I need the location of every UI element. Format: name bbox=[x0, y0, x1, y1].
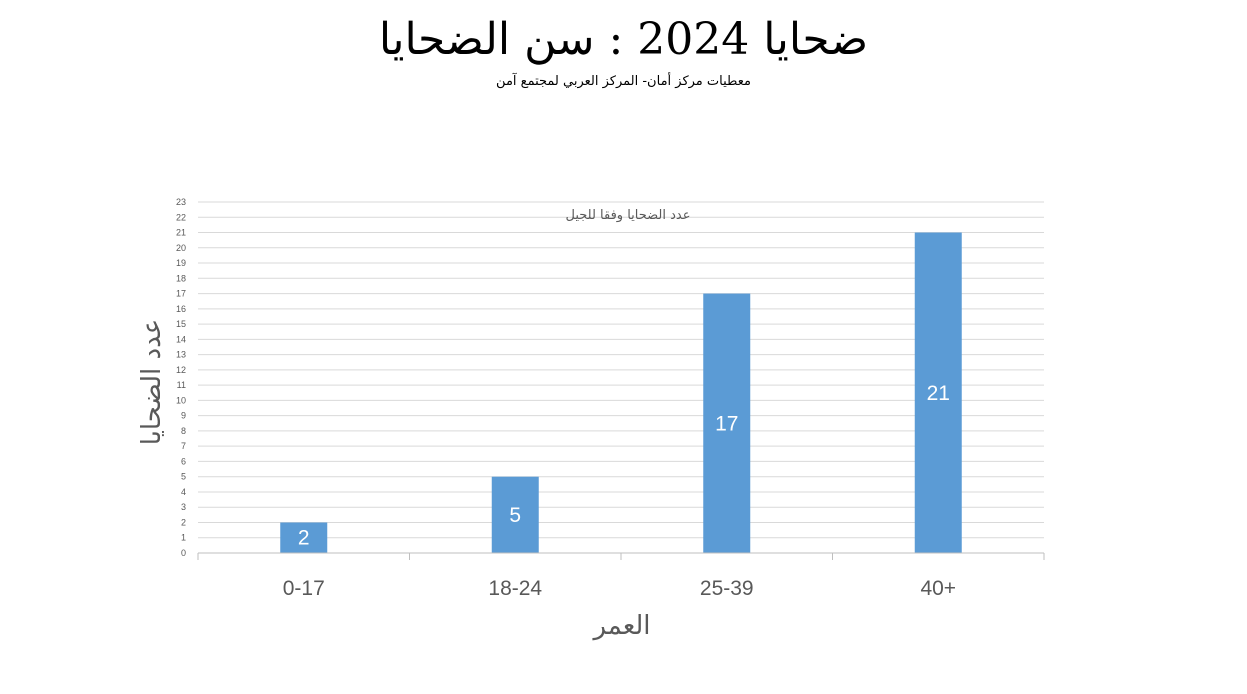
y-tick-label: 10 bbox=[176, 395, 186, 405]
bar-data-label: 5 bbox=[509, 504, 521, 527]
x-axis-ticks: 0-17 18-24 25-39 40+ bbox=[283, 577, 956, 600]
bar bbox=[914, 232, 962, 554]
y-tick-label: 3 bbox=[181, 502, 186, 512]
y-tick-label: 19 bbox=[176, 258, 186, 268]
x-axis-title: العمر bbox=[591, 611, 650, 641]
y-tick-label: 22 bbox=[176, 212, 186, 222]
gridlines bbox=[198, 201, 1044, 539]
bar bbox=[703, 293, 751, 553]
y-tick-label: 9 bbox=[181, 411, 186, 421]
y-tick-label: 8 bbox=[181, 426, 186, 436]
y-tick-label: 15 bbox=[176, 319, 186, 329]
y-tick-label: 7 bbox=[181, 441, 186, 451]
y-tick-label: 16 bbox=[176, 304, 186, 314]
bar bbox=[491, 476, 539, 553]
page-subtitle: معطيات مركز أمان- المركز العربي لمجتمع آ… bbox=[496, 74, 751, 89]
x-tick-label: 25-39 bbox=[700, 577, 754, 600]
y-tick-label: 4 bbox=[181, 487, 186, 497]
y-tick-label: 11 bbox=[177, 380, 186, 390]
chart-title: عدد الضحايا وفقا للجيل bbox=[566, 208, 691, 223]
x-tick-label: 0-17 bbox=[283, 577, 325, 600]
bars: 2 5 17 21 bbox=[280, 232, 962, 554]
bar bbox=[280, 522, 328, 553]
bar-data-label: 17 bbox=[715, 412, 738, 435]
y-axis-title: عدد الضحايا bbox=[137, 319, 167, 446]
bar-data-label: 2 bbox=[298, 527, 310, 550]
y-tick-label: 20 bbox=[176, 243, 186, 253]
x-axis bbox=[197, 552, 1045, 560]
x-tick-label: 18-24 bbox=[488, 577, 542, 600]
y-tick-label: 0 bbox=[181, 548, 186, 558]
bar-data-label: 21 bbox=[927, 382, 950, 405]
y-tick-label: 17 bbox=[176, 289, 186, 299]
y-tick-label: 1 bbox=[181, 533, 186, 543]
y-tick-label: 6 bbox=[181, 456, 186, 466]
y-tick-label: 18 bbox=[176, 273, 186, 283]
y-tick-label: 13 bbox=[176, 350, 186, 360]
y-tick-label: 14 bbox=[176, 334, 186, 344]
y-tick-label: 5 bbox=[181, 472, 186, 482]
y-tick-label: 21 bbox=[176, 228, 186, 238]
y-tick-label: 2 bbox=[181, 517, 186, 527]
page-title: ضحايا 2024 : سن الضحايا bbox=[378, 14, 869, 65]
y-tick-label: 12 bbox=[176, 365, 186, 375]
x-tick-label: 40+ bbox=[920, 577, 956, 600]
y-tick-label: 23 bbox=[176, 197, 186, 207]
